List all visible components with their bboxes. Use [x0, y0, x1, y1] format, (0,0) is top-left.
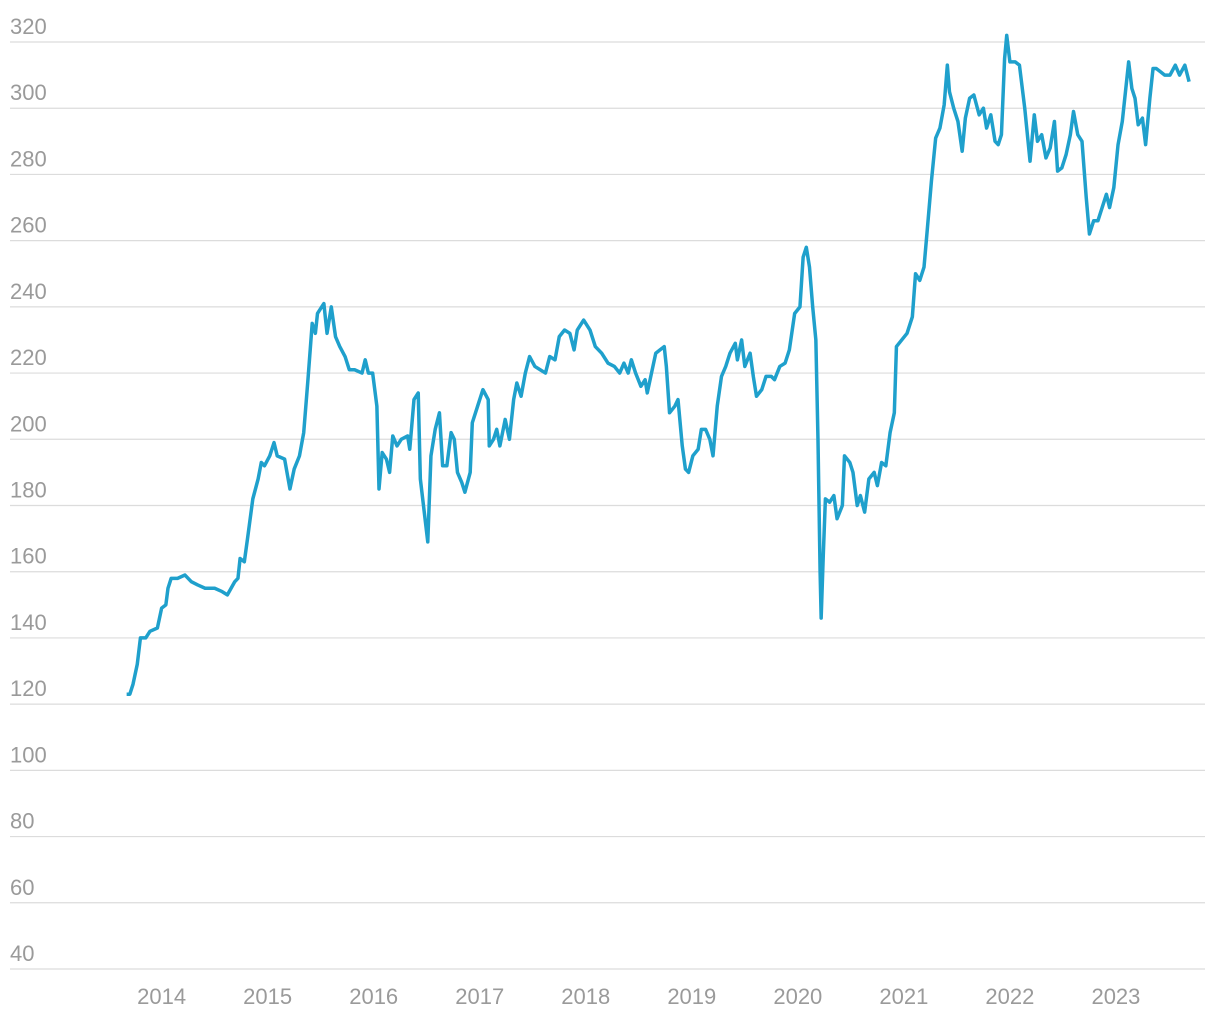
- y-tick-label: 300: [10, 80, 47, 105]
- x-tick-label: 2020: [773, 984, 822, 1009]
- x-tick-label: 2023: [1091, 984, 1140, 1009]
- x-tick-label: 2017: [455, 984, 504, 1009]
- x-tick-label: 2016: [349, 984, 398, 1009]
- x-tick-label: 2014: [137, 984, 186, 1009]
- y-tick-label: 100: [10, 742, 47, 767]
- y-tick-label: 120: [10, 676, 47, 701]
- y-tick-label: 60: [10, 875, 34, 900]
- y-tick-label: 240: [10, 279, 47, 304]
- x-tick-label: 2019: [667, 984, 716, 1009]
- x-tick-label: 2018: [561, 984, 610, 1009]
- x-tick-label: 2022: [985, 984, 1034, 1009]
- y-tick-label: 80: [10, 809, 34, 834]
- x-tick-label: 2021: [879, 984, 928, 1009]
- y-tick-label: 220: [10, 345, 47, 370]
- y-tick-label: 280: [10, 146, 47, 171]
- y-tick-label: 40: [10, 941, 34, 966]
- y-tick-label: 320: [10, 14, 47, 39]
- data-line: [126, 33, 1191, 696]
- y-tick-label: 180: [10, 478, 47, 503]
- y-tick-label: 200: [10, 411, 47, 436]
- x-tick-label: 2015: [243, 984, 292, 1009]
- y-tick-label: 260: [10, 213, 47, 238]
- y-tick-label: 140: [10, 610, 47, 635]
- y-tick-label: 160: [10, 544, 47, 569]
